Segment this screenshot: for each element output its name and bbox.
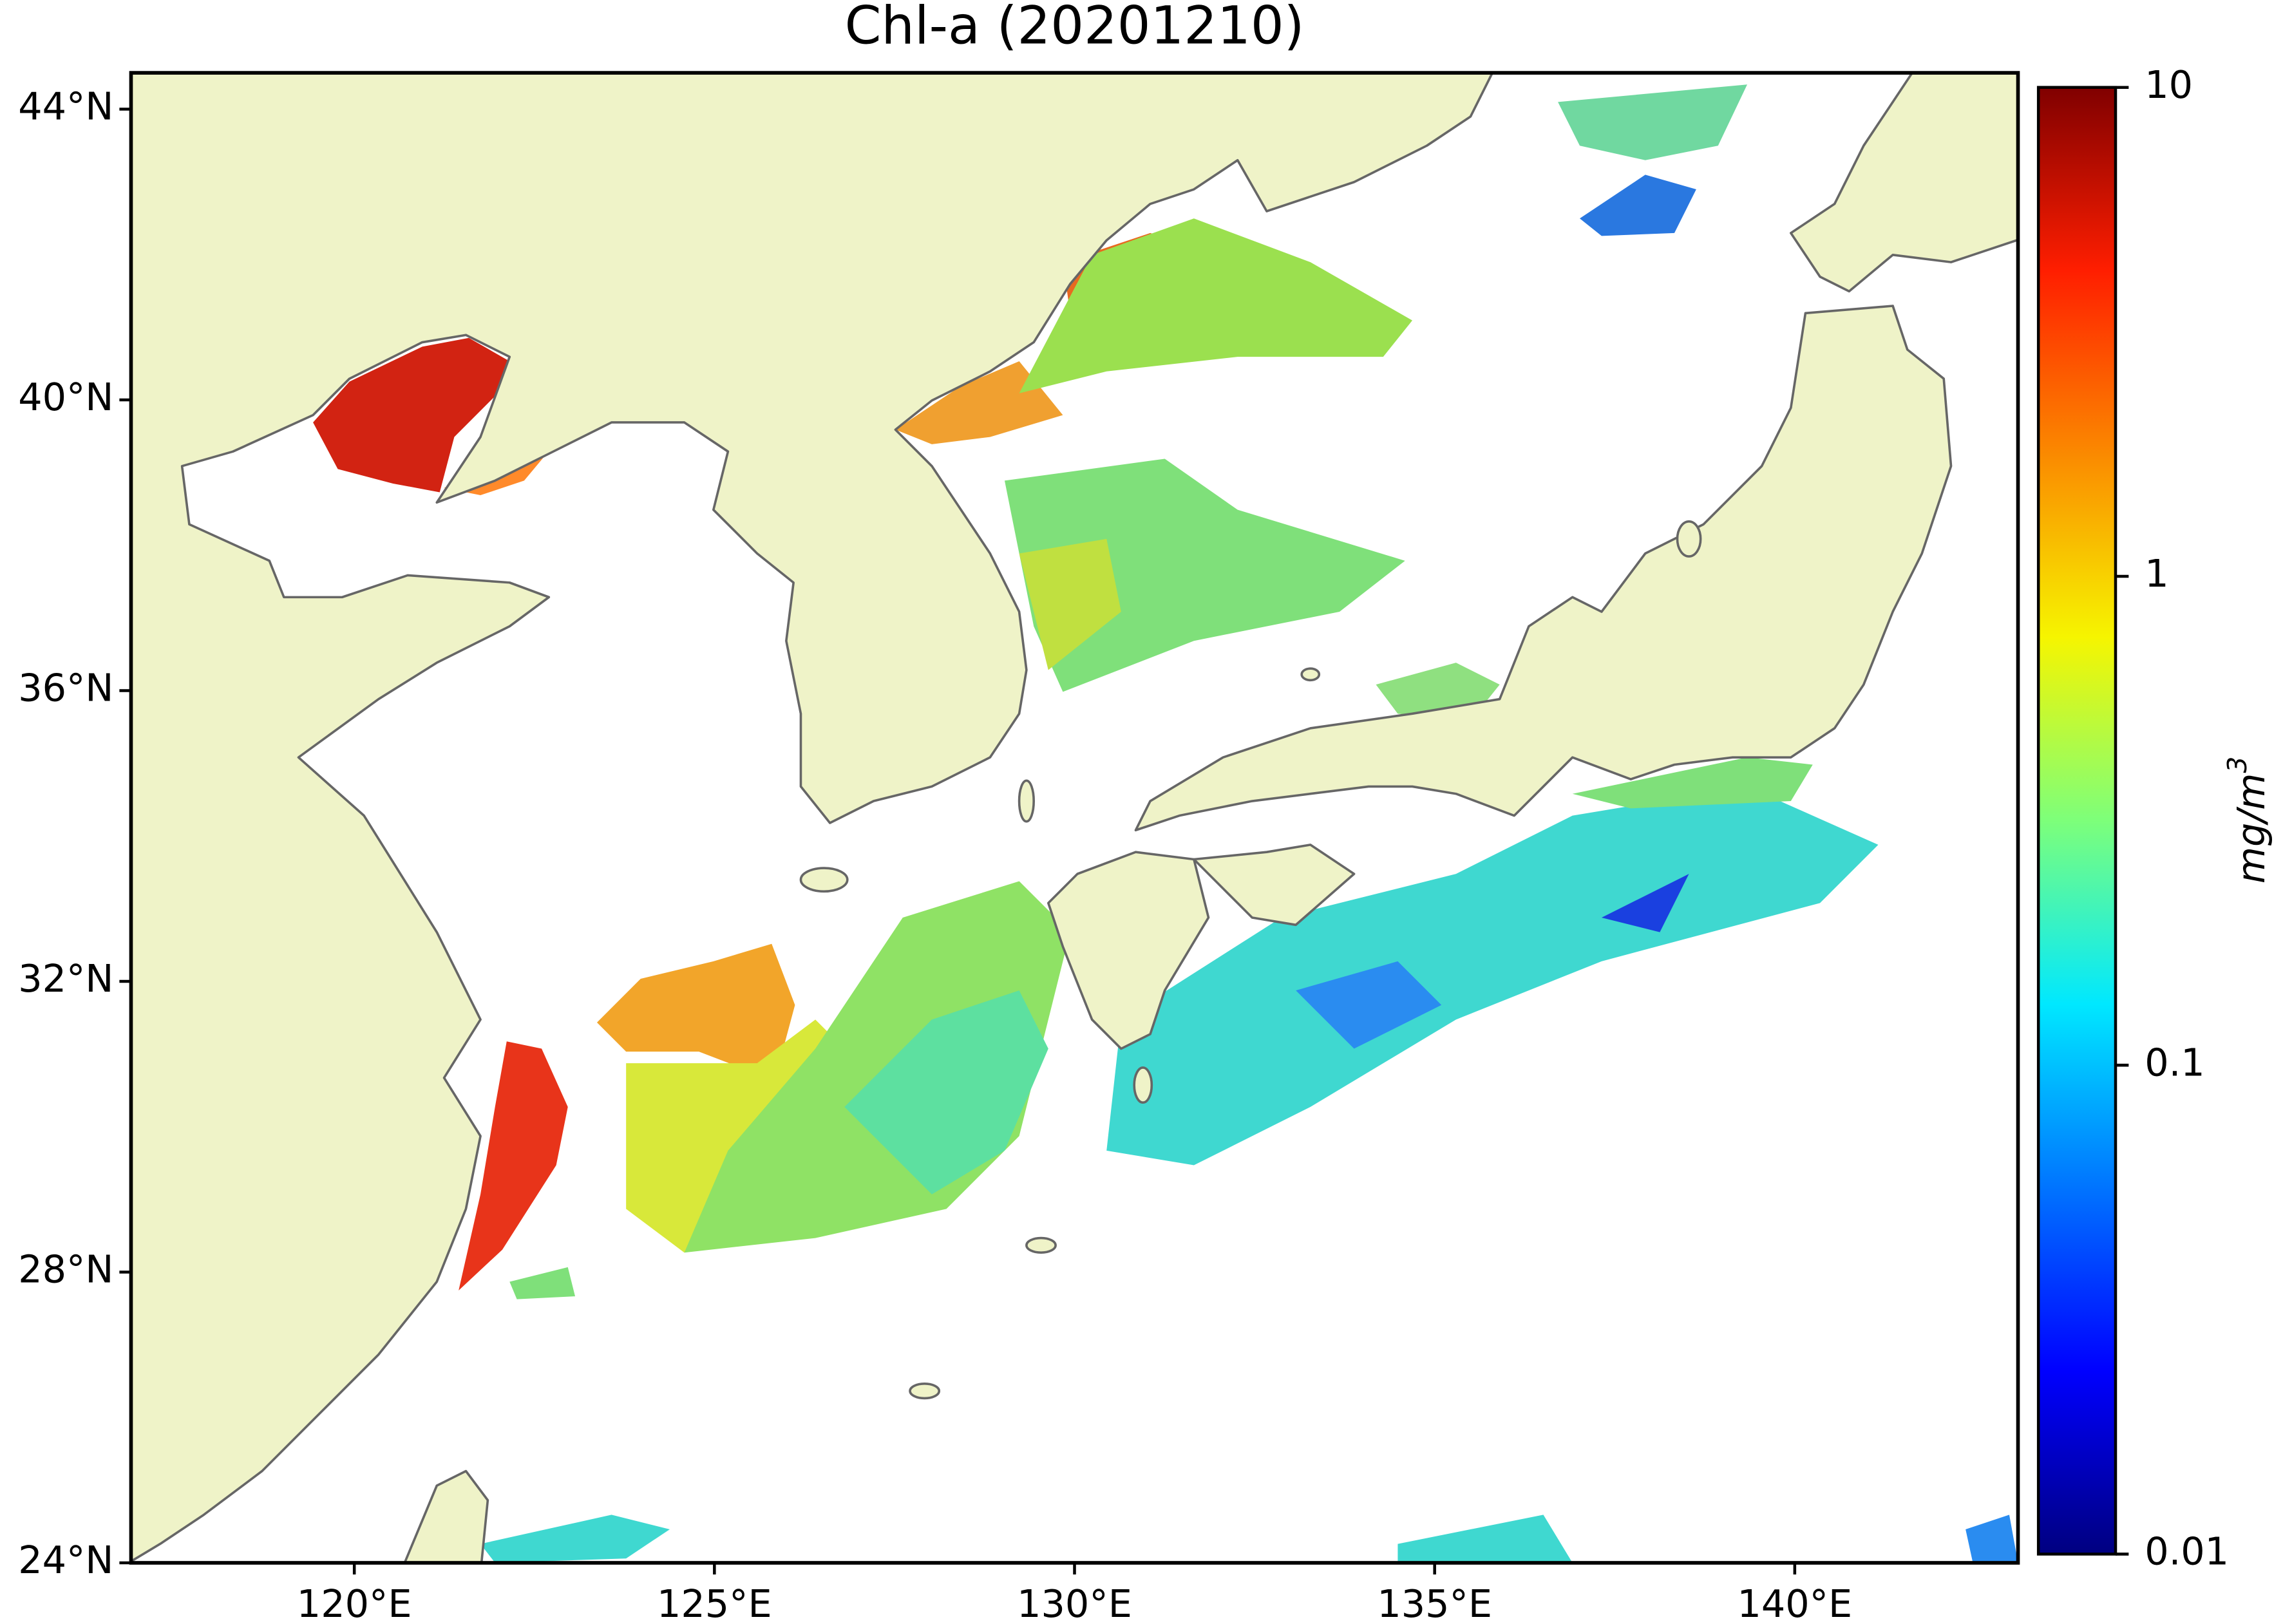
colorbar-tick-label: 10 [2145,62,2193,107]
colorbar-tick-label: 0.1 [2145,1040,2204,1084]
x-tick-label: 135°E [1377,1582,1492,1624]
y-tick-label: 36°N [18,666,113,710]
y-tick-label: 44°N [18,84,113,129]
colorbar-unit: mg/m [2229,773,2273,884]
y-tick-label: 32°N [18,956,113,1001]
map-title: Chl-a (20201210) [845,0,1305,57]
y-tick-label: 40°N [18,375,113,419]
colorbar-label: mg/m3 [2222,757,2273,884]
x-tick-label: 130°E [1017,1582,1132,1624]
x-tick-label: 140°E [1737,1582,1852,1624]
map-area [131,73,2018,1563]
colorbar-unit-exponent: 3 [2222,757,2253,773]
x-tick-label: 120°E [297,1582,412,1624]
colorbar-tick-label: 0.01 [2145,1529,2229,1574]
x-tick-label: 125°E [657,1582,772,1624]
colorbar [2036,86,2117,1556]
colorbar-tick-label: 1 [2145,551,2168,596]
land [131,73,2018,1563]
chlorophyll-field [313,84,2018,1563]
y-tick-label: 24°N [18,1538,113,1582]
y-tick-label: 28°N [18,1247,113,1292]
